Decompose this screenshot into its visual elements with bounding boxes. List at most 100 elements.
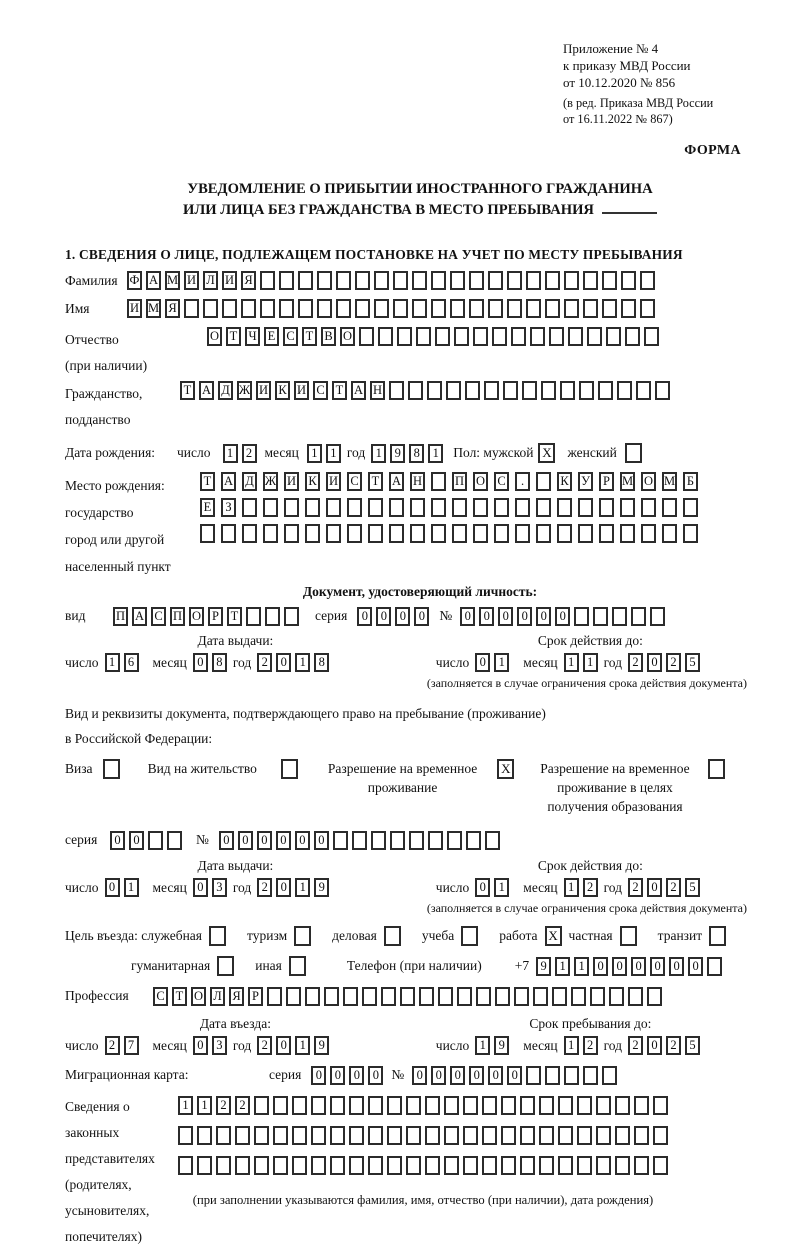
annex-line: от 10.12.2020 № 856 <box>563 75 676 90</box>
purpose-work-checkbox[interactable]: X <box>544 926 562 946</box>
patronymic-label-line2: (при наличии) <box>65 358 148 373</box>
month-label: месяц <box>523 879 558 895</box>
purpose-humanitarian-checkbox[interactable] <box>217 956 235 976</box>
patronymic-label-line1: Отчество <box>65 332 119 347</box>
purpose-other-checkbox[interactable] <box>288 956 306 976</box>
purpose-transit-label: транзит <box>657 928 703 943</box>
purpose-business-checkbox[interactable] <box>383 926 401 946</box>
birth-date-label: Дата рождения: <box>65 445 156 460</box>
representatives-input-row3[interactable] <box>178 1156 668 1175</box>
purpose-row: Цель въезда: служебная туризм деловая уч… <box>65 926 775 946</box>
day-label: число <box>65 879 99 895</box>
sex-female-checkbox[interactable] <box>624 443 642 463</box>
temp-permit-checkbox[interactable]: X <box>497 759 515 779</box>
residence-permit-checkbox[interactable] <box>280 759 298 779</box>
annex-note: (в ред. Приказа МВД России от 16.11.2022… <box>563 95 775 127</box>
issue-heading: Дата выдачи: <box>197 633 274 648</box>
visa-label: Виза <box>65 761 93 776</box>
purpose-other-label: иная <box>255 958 282 973</box>
month-label: месяц <box>523 654 558 670</box>
representatives-input-row2[interactable] <box>178 1126 668 1145</box>
month-label: месяц <box>523 1037 558 1053</box>
purpose-tourism-checkbox[interactable] <box>294 926 312 946</box>
purpose-official-checkbox[interactable] <box>209 926 226 946</box>
purpose-study-checkbox[interactable] <box>461 926 479 946</box>
patronymic-label: Отчество (при наличии) <box>65 327 207 379</box>
doc-number-label: № <box>439 608 453 623</box>
title-blank <box>601 202 657 214</box>
birth-place-input-row3[interactable] <box>200 524 698 543</box>
purpose-transit-checkbox[interactable] <box>709 926 727 946</box>
residence-doc-note: (заполняется в случае ограничения срока … <box>426 901 747 915</box>
birth-place-label-line1: Место рождения: <box>65 478 165 493</box>
phone-prefix: +7 <box>514 958 530 973</box>
residence-doc-intro-line2: в Российской Федерации: <box>65 731 213 746</box>
annex-line: к приказу МВД России <box>563 58 691 73</box>
purpose-tourism-label: туризм <box>247 928 288 943</box>
birth-place-label-line3: город или другой <box>65 532 165 547</box>
representatives-label-line: (родителях, <box>65 1177 132 1192</box>
purpose-row2: гуманитарная иная Телефон (при наличии) … <box>131 956 775 976</box>
doc-series-label: серия <box>315 608 348 623</box>
edu-permit-checkbox[interactable] <box>707 759 725 779</box>
residence-doc-intro: Вид и реквизиты документа, подтверждающе… <box>65 701 775 751</box>
temp-permit-label: Разрешение на временное проживание <box>328 759 477 797</box>
day-label: число <box>435 879 470 895</box>
migration-number-label: № <box>391 1067 405 1082</box>
residence-number-label: № <box>196 832 209 847</box>
visa-checkbox[interactable] <box>102 759 120 779</box>
purpose-private-checkbox[interactable] <box>619 926 637 946</box>
sex-male-checkbox[interactable]: X <box>538 443 556 463</box>
annex-line: Приложение № 4 <box>563 41 659 56</box>
sex-male-label: Пол: мужской <box>453 445 534 460</box>
day-label: число <box>177 445 211 460</box>
